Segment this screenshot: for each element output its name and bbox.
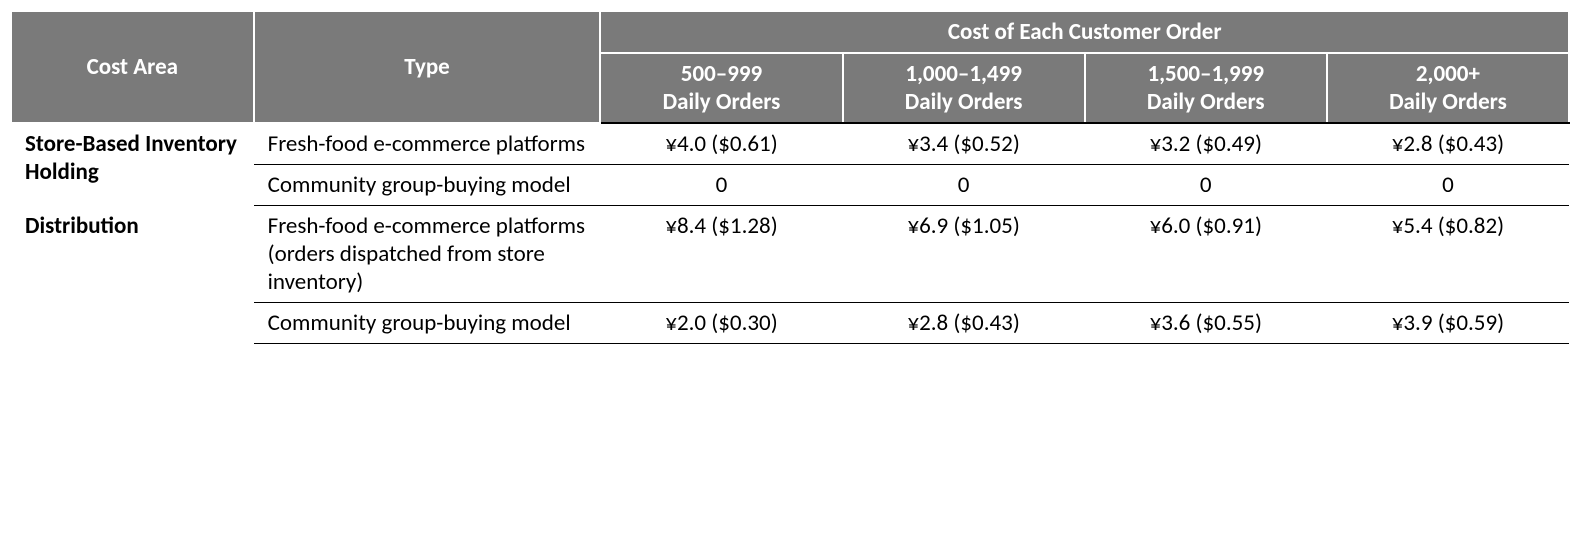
value-cell: ¥6.0 ($0.91) [1085, 206, 1327, 303]
tier-3-line2: Daily Orders [1389, 88, 1507, 116]
tier-2-line2: Daily Orders [1147, 88, 1265, 116]
value-cell: ¥3.9 ($0.59) [1327, 303, 1569, 344]
col-type: Type [254, 11, 601, 123]
tier-0: 500–999 Daily Orders [600, 53, 842, 123]
tier-3: 2,000+ Daily Orders [1327, 53, 1569, 123]
area-cell: Distribution [11, 206, 254, 344]
tier-3-line1: 2,000+ [1416, 60, 1480, 88]
value-cell: ¥3.4 ($0.52) [843, 123, 1085, 165]
tier-0-line2: Daily Orders [663, 88, 781, 116]
value-cell: ¥2.8 ($0.43) [1327, 123, 1569, 165]
value-cell: 0 [1085, 165, 1327, 206]
type-cell: Fresh-food e-commerce platforms [254, 123, 601, 165]
table-row: Distribution Fresh-food e-commerce platf… [11, 206, 1569, 303]
value-cell: ¥6.9 ($1.05) [843, 206, 1085, 303]
value-cell: ¥2.0 ($0.30) [600, 303, 842, 344]
table-header: Cost Area Type Cost of Each Customer Ord… [11, 11, 1569, 123]
table-row: Store-Based Inventory Holding Fresh-food… [11, 123, 1569, 165]
tier-1-line1: 1,000–1,499 [905, 60, 1022, 88]
area-cell: Store-Based Inventory Holding [11, 123, 254, 206]
value-cell: 0 [600, 165, 842, 206]
value-cell: 0 [1327, 165, 1569, 206]
tier-0-line1: 500–999 [681, 60, 762, 88]
value-cell: ¥5.4 ($0.82) [1327, 206, 1569, 303]
col-cost-area: Cost Area [11, 11, 254, 123]
table-body: Store-Based Inventory Holding Fresh-food… [11, 123, 1569, 344]
tier-2: 1,500–1,999 Daily Orders [1085, 53, 1327, 123]
value-cell: ¥2.8 ($0.43) [843, 303, 1085, 344]
value-cell: 0 [843, 165, 1085, 206]
tier-2-line1: 1,500–1,999 [1147, 60, 1264, 88]
cost-table: Cost Area Type Cost of Each Customer Ord… [10, 10, 1570, 344]
type-cell: Community group-buying model [254, 165, 601, 206]
value-cell: ¥4.0 ($0.61) [600, 123, 842, 165]
tier-1: 1,000–1,499 Daily Orders [843, 53, 1085, 123]
type-cell: Fresh-food e-commerce platforms(orders d… [254, 206, 601, 303]
type-cell: Community group-buying model [254, 303, 601, 344]
value-cell: ¥3.2 ($0.49) [1085, 123, 1327, 165]
value-cell: ¥8.4 ($1.28) [600, 206, 842, 303]
value-cell: ¥3.6 ($0.55) [1085, 303, 1327, 344]
col-span-cost: Cost of Each Customer Order [600, 11, 1569, 53]
tier-1-line2: Daily Orders [905, 88, 1023, 116]
